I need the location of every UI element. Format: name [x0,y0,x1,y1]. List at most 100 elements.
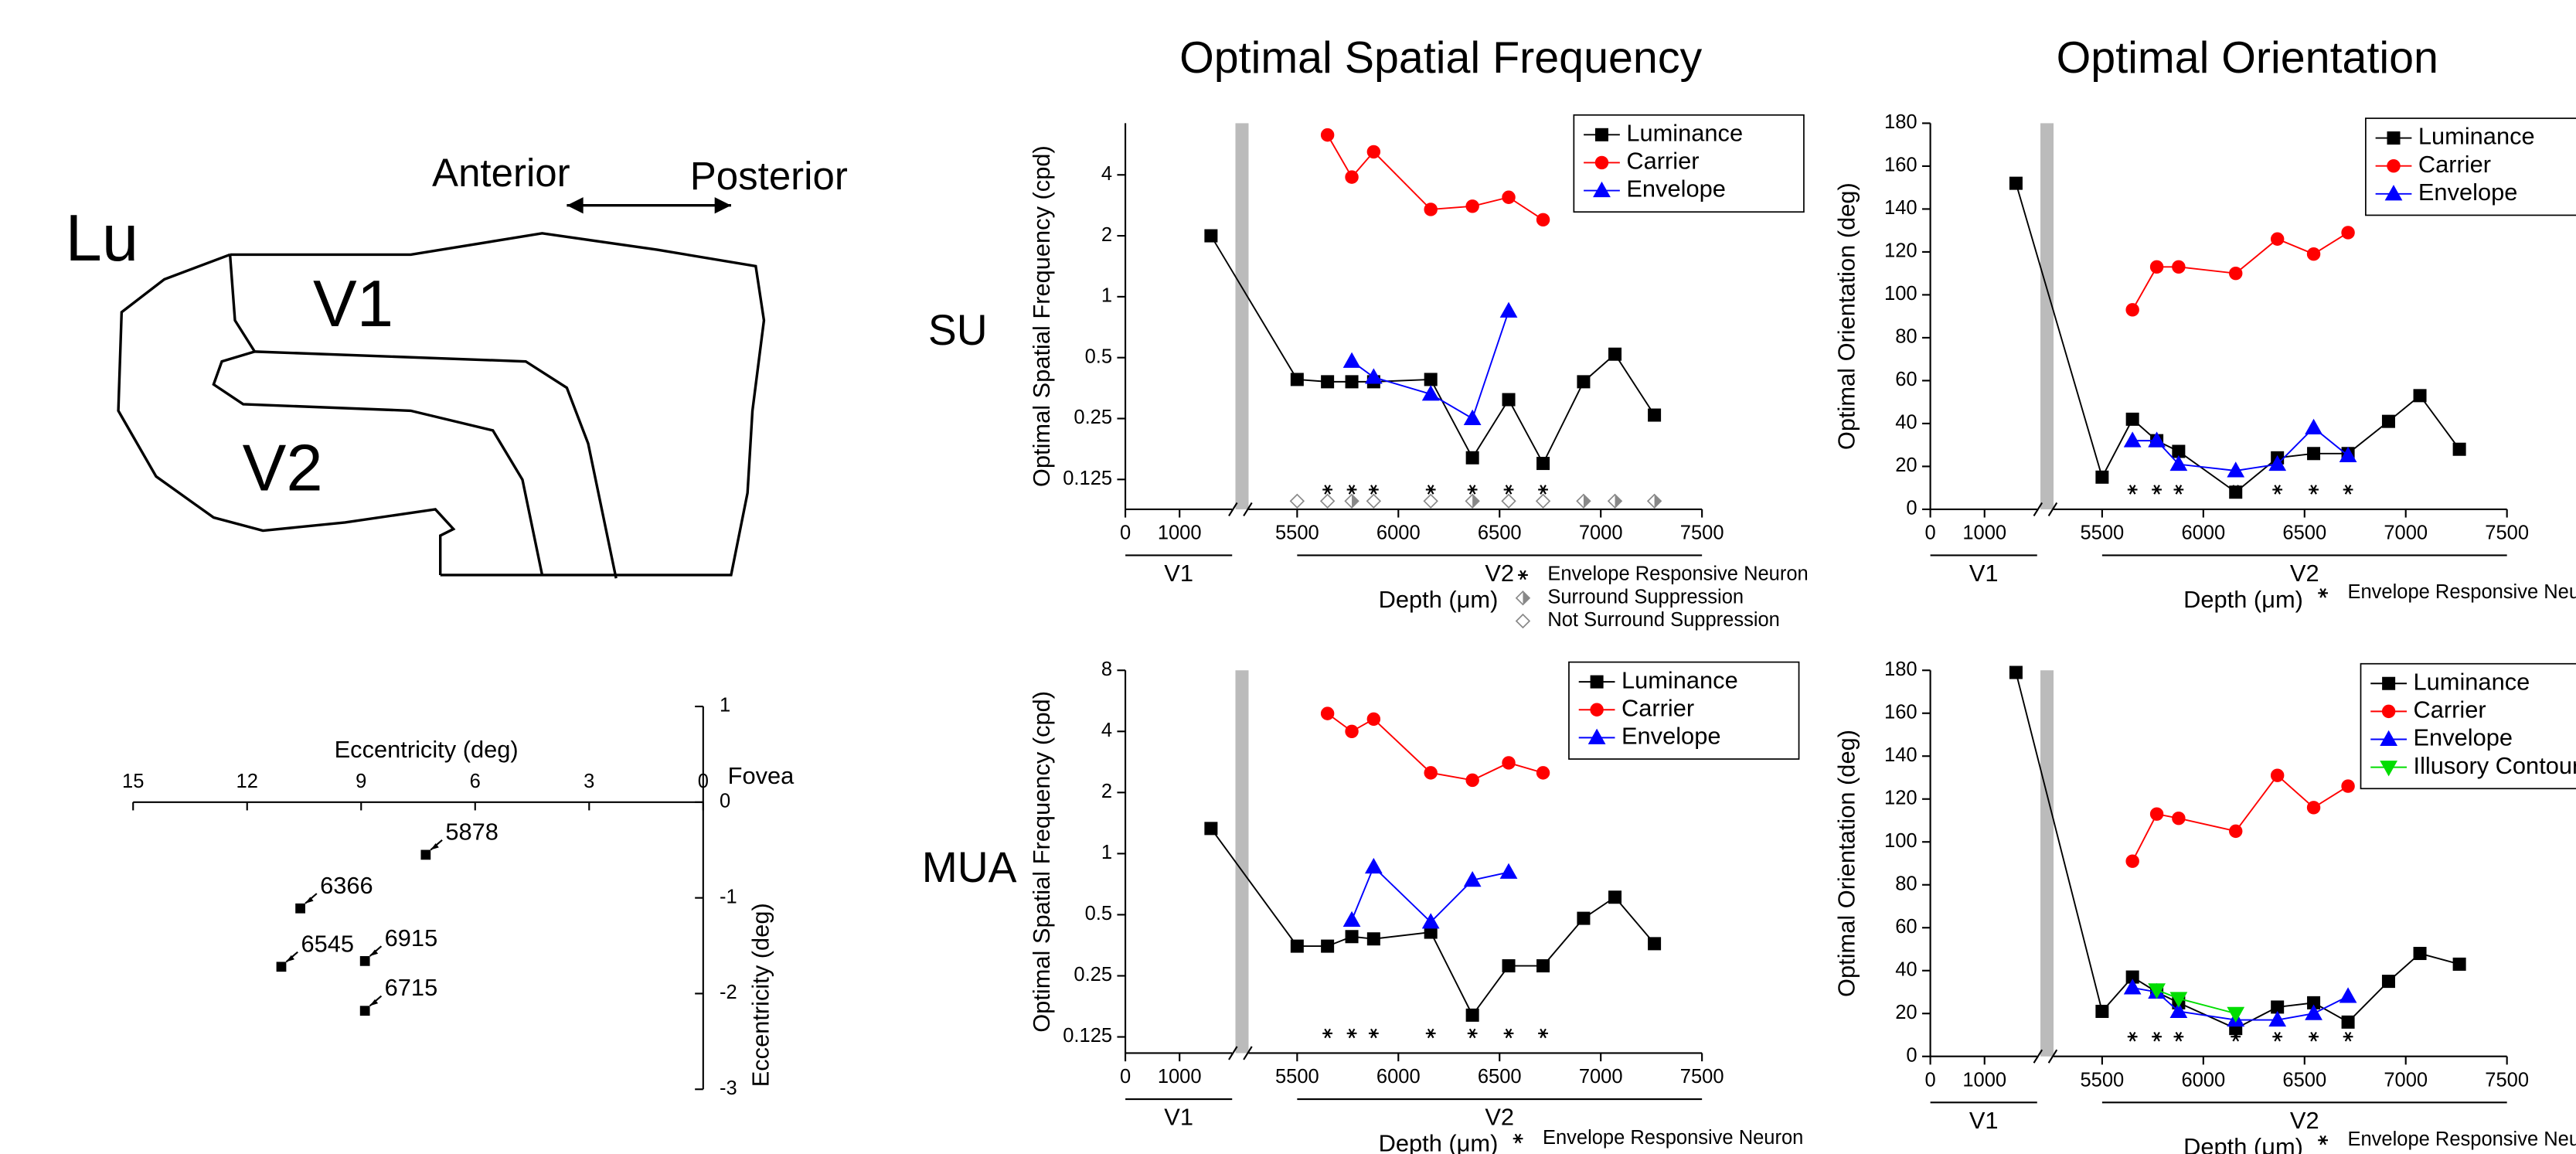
star [1322,1028,1333,1039]
marker [1204,822,1218,836]
axis-break [1235,670,1249,1054]
diamond [1319,493,1336,509]
y-tick-label: 40 [1895,958,1917,980]
region-label: V2 [2290,1107,2319,1134]
x-tick-label: 1000 [1962,1069,2006,1091]
y-tick-label: 60 [1895,916,1917,938]
marker [1366,712,1381,727]
marker [2306,801,2321,815]
y-tick-label: 160 [1884,155,1918,176]
footnote: Not Surround Suppression [1547,609,1780,631]
x-tick-label: 5500 [2081,523,2125,544]
x-tick-label: 7000 [1579,523,1623,544]
marker [1321,939,1335,953]
x-axis-label: Depth (μm) [1379,586,1499,613]
y-tick-label: 4 [1101,720,1112,741]
point [295,903,305,914]
marker [1463,409,1482,425]
axis-break [2040,670,2054,1057]
marker [1594,128,1608,141]
y-tick-label: 0.5 [1085,903,1112,924]
star [2272,485,2283,495]
marker [2125,854,2139,868]
diamond-half [1615,494,1622,508]
marker [1536,766,1550,780]
marker [1290,373,1304,386]
legend-label: Carrier [2414,696,2486,723]
marker [2169,1002,2188,1018]
series-line [2015,182,2460,493]
direction-label: Anterior [432,151,570,195]
diamond [1535,493,1551,509]
marker [2341,226,2355,240]
marker [2148,983,2166,999]
marker [2123,979,2142,995]
y-tick-label: -1 [720,886,737,907]
footnote: Envelope Responsive Neuron [2347,1128,2576,1150]
marker [1502,959,1516,973]
star [2152,485,2162,495]
x-tick-label: 6500 [1478,1066,1522,1088]
marker [1424,203,1438,216]
star [2152,1031,2162,1042]
marker [1648,937,1662,951]
marker [2270,232,2285,246]
x-tick-label: 6500 [1478,523,1522,544]
series-line [1210,235,1656,465]
y-tick-label: 0.25 [1074,407,1112,428]
marker [2382,676,2396,690]
y-tick-label: 140 [1884,744,1918,766]
series-line [1351,311,1509,420]
x-tick-label: 12 [237,771,258,792]
marker [1590,675,1604,689]
diamond-half [1523,591,1530,605]
marker [1608,890,1622,904]
marker [1502,393,1516,407]
region-label: V2 [1485,560,1514,587]
marker [2009,176,2023,190]
star [2173,1031,2184,1042]
x-tick-label: 1000 [1158,1066,1202,1088]
point-label: 6715 [385,974,438,1001]
x-tick-label: 0 [698,771,709,792]
column-title: Optimal Orientation [2057,33,2438,83]
marker [2227,461,2245,478]
marker [2380,761,2398,777]
y-tick-label: 1 [1101,842,1112,863]
region-label: V1 [1164,1104,1193,1131]
star [2231,1031,2241,1042]
y-tick-label: 0.25 [1074,964,1112,985]
region-label: V1 [1969,1107,1999,1134]
brain-diagram: Lu V1 V2 Anterior Posterior [66,151,848,579]
x-tick-label: 7500 [1680,523,1724,544]
marker [1424,766,1438,780]
area-label: Lu [66,202,139,275]
y-tick-label: 0 [720,791,730,812]
point-label: 5878 [445,818,499,845]
marker [2229,824,2243,839]
inner-border [254,350,618,579]
marker [1577,911,1591,925]
marker [2148,431,2166,448]
y-tick-label: 160 [1884,701,1918,723]
star [1503,485,1514,495]
marker [1502,756,1516,770]
marker [1587,728,1606,744]
row-label: MUA [922,843,1017,891]
marker [1499,863,1518,879]
marker [2413,389,2427,403]
x-tick-label: 6 [470,771,481,792]
x-tick-label: 0 [1120,523,1131,544]
marker [2381,704,2396,719]
y-tick-label: 1 [1101,285,1112,307]
legend-box [1568,661,1800,760]
y-tick-label: 2 [1101,781,1112,802]
diamond [1289,493,1305,509]
marker [2307,447,2321,461]
legend-label: Carrier [2418,151,2491,178]
legend-label: Carrier [1621,694,1694,721]
marker [2381,414,2395,428]
marker [2452,957,2466,971]
star [1538,1028,1548,1039]
